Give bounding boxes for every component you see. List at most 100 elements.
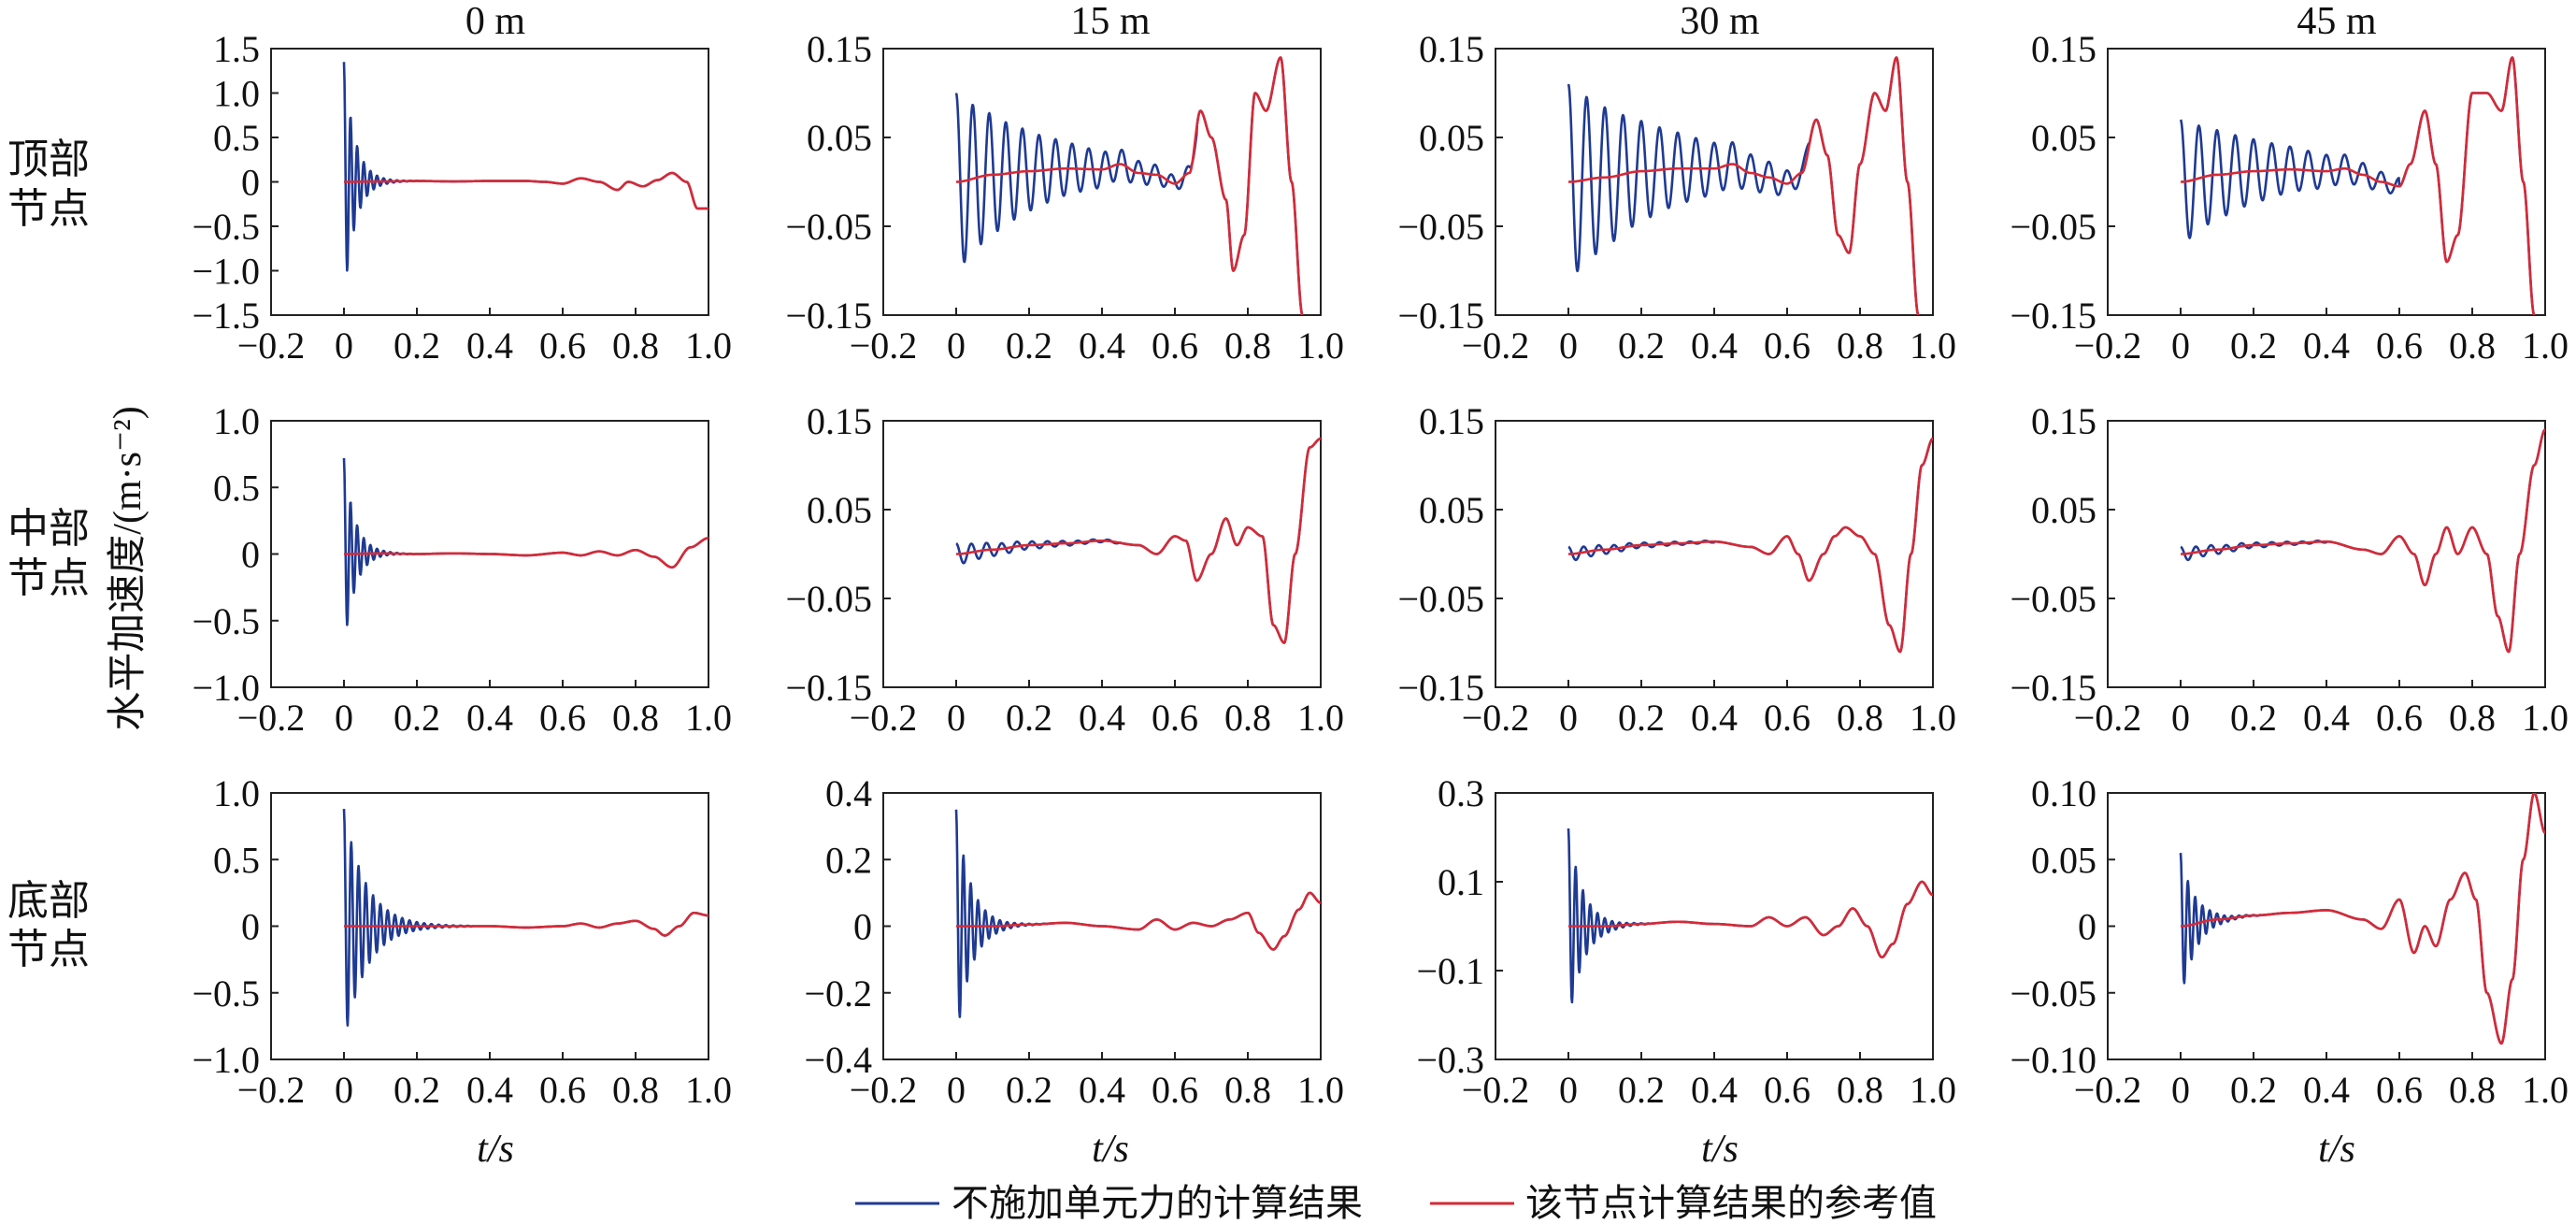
row-label-top-1: 顶部 (7, 136, 90, 183)
x-tick-label: 0 (335, 1069, 353, 1111)
y-tick-label: 0.05 (807, 117, 872, 159)
x-tick-label: 0.4 (1079, 324, 1125, 367)
y-tick-label: −0.05 (2010, 578, 2097, 620)
x-tick-label: 0.8 (1837, 324, 1883, 367)
x-tick-label: 0.8 (2449, 324, 2496, 367)
series-computed (955, 437, 1321, 644)
x-tick-label: 0.6 (539, 1069, 586, 1111)
col-title-2: 30 m (1680, 0, 1760, 43)
x-axis-label-0: t/s (477, 1128, 514, 1171)
y-tick-label: −0.15 (785, 295, 872, 337)
y-axis-label: 水平加速度/(m·s⁻²) (107, 406, 150, 730)
series-reference (343, 911, 708, 937)
panel-r0-c2: −0.2 0 0.2 0.4 0.6 0.8 1.0 0.15 0.05 −0.05 −0.15 (1397, 28, 1956, 367)
col-title-1: 15 m (1070, 0, 1151, 43)
series-computed (342, 457, 708, 626)
y-tick-label: 0.05 (2031, 117, 2097, 159)
x-tick-label: 0.8 (1224, 1069, 1271, 1111)
plot-frame (2107, 420, 2546, 688)
x-tick-label: 0.4 (1079, 1069, 1125, 1111)
x-tick-label: 0 (947, 324, 966, 367)
x-tick-label: 0 (1559, 324, 1578, 367)
x-tick-label: −0.2 (2074, 1069, 2142, 1111)
x-tick-label: 1.0 (1297, 1069, 1344, 1111)
x-tick-label: 0.8 (612, 324, 659, 367)
x-tick-label: 0.4 (1691, 1069, 1738, 1111)
x-tick-label: 0.6 (1764, 324, 1810, 367)
y-tick-label: 0.15 (807, 28, 872, 70)
y-tick-label: 0.05 (1419, 117, 1484, 159)
x-tick-label: 0.6 (539, 697, 586, 739)
panel-r2-c3: −0.2 0 0.2 0.4 0.6 0.8 1.0 0.10 0.05 0 −0.05 −0.10 (2010, 772, 2569, 1111)
y-tick-label: 0.05 (1419, 489, 1484, 531)
y-tick-label: −0.15 (1397, 667, 1484, 709)
series-computed (954, 56, 1304, 315)
y-tick-label: 0.10 (2031, 772, 2097, 814)
x-tick-label: 0.8 (612, 1069, 659, 1111)
y-tick-label: 0 (2078, 906, 2097, 948)
series-computed (2179, 56, 2536, 315)
x-tick-label: 0 (335, 324, 353, 367)
x-tick-label: 0.8 (612, 697, 659, 739)
y-tick-label: 0.15 (1419, 400, 1484, 442)
plot-frame (2107, 48, 2546, 316)
x-tick-label: 1.0 (2522, 1069, 2569, 1111)
legend-label-reference: 该节点计算结果的参考值 (1525, 1182, 1937, 1224)
y-tick-label: 0.5 (213, 467, 260, 509)
x-tick-label: 0.2 (1618, 324, 1665, 367)
series-reference (2180, 428, 2545, 654)
x-tick-label: 0 (947, 697, 966, 739)
x-tick-label: 0.6 (1152, 1069, 1198, 1111)
x-tick-label: 0.2 (2230, 324, 2277, 367)
series-reference (2180, 56, 2536, 315)
panel-r1-c1: −0.2 0 0.2 0.4 0.6 0.8 1.0 0.15 0.05 −0.05 −0.15 (785, 400, 1344, 739)
series-computed (1567, 56, 1920, 315)
x-tick-label: 0 (1559, 1069, 1578, 1111)
x-tick-label: 0.2 (394, 324, 440, 367)
y-tick-label: −0.2 (804, 972, 872, 1015)
y-tick-label: −0.4 (804, 1039, 872, 1081)
x-tick-label: 0.2 (1618, 1069, 1665, 1111)
x-tick-label: 0.2 (2230, 1069, 2277, 1111)
series-reference (955, 437, 1321, 644)
series-computed (954, 809, 1321, 1018)
y-tick-label: −0.15 (2010, 295, 2097, 337)
y-tick-label: −1.0 (192, 1039, 260, 1081)
y-tick-label: 0.2 (825, 839, 872, 881)
y-tick-label: −0.5 (192, 206, 260, 248)
y-tick-label: 0.15 (2031, 28, 2097, 70)
x-tick-label: 0.6 (1152, 324, 1198, 367)
panel-r2-c1: −0.2 0 0.2 0.4 0.6 0.8 1.00.40.20−0.2−0.4 (804, 772, 1344, 1111)
y-tick-label: −0.05 (2010, 206, 2097, 248)
x-tick-label: −0.2 (1462, 697, 1530, 739)
x-tick-label: −0.2 (1462, 324, 1530, 367)
x-tick-label: 1.0 (2522, 324, 2569, 367)
series-reference (1567, 56, 1920, 315)
y-tick-label: −0.05 (1397, 206, 1484, 248)
x-tick-label: 0.2 (1006, 697, 1052, 739)
y-tick-label: 0.15 (807, 400, 872, 442)
x-tick-label: −0.2 (237, 697, 306, 739)
panel-r1-c0: −0.2 0 0.2 0.4 0.6 0.8 1.0 1.0 0.5 0 −0.5 −1.0 (192, 400, 732, 739)
x-tick-label: 0 (2171, 697, 2190, 739)
x-tick-label: 1.0 (685, 324, 732, 367)
x-tick-label: 1.0 (1910, 697, 1956, 739)
y-tick-label: 0.15 (1419, 28, 1484, 70)
series-reference (1567, 880, 1933, 959)
plot-frame (882, 420, 1322, 688)
row-label-mid-2: 节点 (7, 554, 90, 602)
x-tick-label: 1.0 (1297, 324, 1344, 367)
x-tick-label: −0.2 (2074, 324, 2142, 367)
x-axis-label-2: t/s (1701, 1128, 1739, 1171)
x-tick-label: 0.6 (539, 324, 586, 367)
x-tick-label: 0.6 (1764, 1069, 1810, 1111)
col-title-0: 0 m (465, 0, 526, 43)
x-tick-label: 0.2 (2230, 697, 2277, 739)
x-tick-label: 0.4 (1079, 697, 1125, 739)
y-tick-label: −0.5 (192, 972, 260, 1015)
legend: 不施加单元力的计算结果 该节点计算结果的参考值 (855, 1182, 1937, 1224)
y-tick-label: 0 (241, 162, 260, 204)
y-tick-label: −0.10 (2010, 1039, 2097, 1081)
x-tick-label: 0.6 (1764, 697, 1810, 739)
